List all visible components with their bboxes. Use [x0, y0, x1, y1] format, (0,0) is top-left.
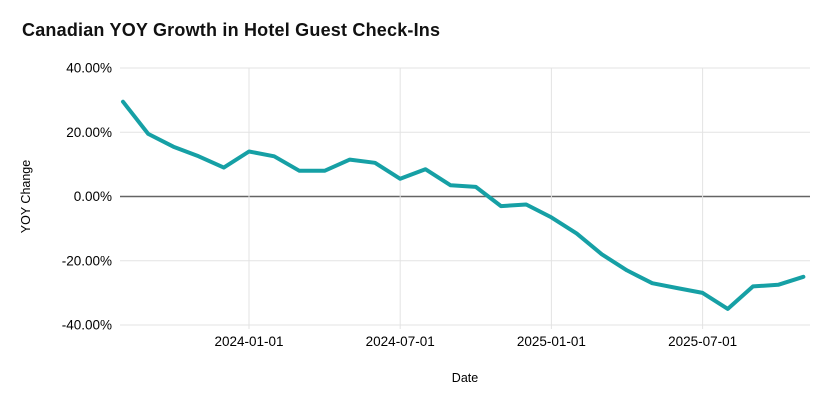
data-line-series	[121, 99, 806, 311]
x-tick-label: 2024-07-01	[366, 334, 435, 349]
x-axis-title: Date	[452, 371, 478, 385]
y-axis-title: YOY Change	[19, 160, 33, 233]
y-tick-label: 40.00%	[66, 61, 112, 76]
chart-title: Canadian YOY Growth in Hotel Guest Check…	[22, 20, 441, 40]
y-tick-label: -20.00%	[62, 253, 112, 268]
x-tick-label: 2025-01-01	[517, 334, 586, 349]
y-tick-label: 0.00%	[74, 189, 112, 204]
x-tick-label: 2024-01-01	[214, 334, 283, 349]
x-tick-label: 2025-07-01	[668, 334, 737, 349]
y-tick-label: -40.00%	[62, 318, 112, 333]
y-tick-label: 20.00%	[66, 125, 112, 140]
